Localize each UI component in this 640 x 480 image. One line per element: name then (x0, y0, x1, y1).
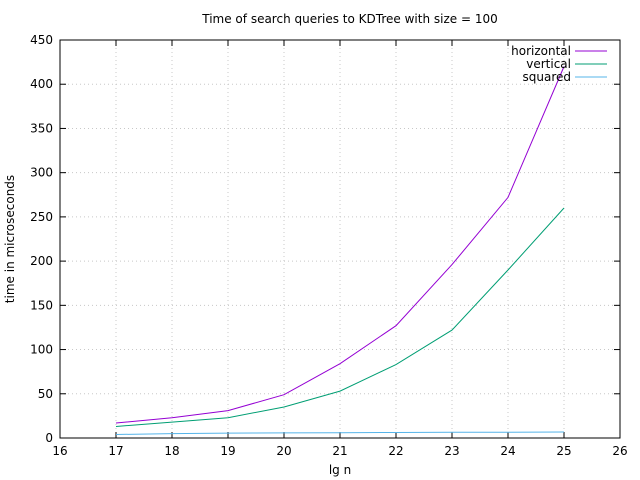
y-axis-title: time in microseconds (3, 175, 17, 303)
x-tick-label: 17 (108, 444, 123, 458)
series-lines (115, 66, 565, 435)
legend-label: horizontal (511, 44, 571, 58)
legend-label: squared (523, 70, 572, 84)
x-axis: 16 17 18 19 20 21 22 23 24 25 26 (52, 40, 628, 458)
series-line-vertical (115, 207, 565, 427)
y-tick-label: 150 (30, 298, 53, 312)
y-tick-label: 0 (45, 431, 53, 445)
x-tick-label: 24 (500, 444, 515, 458)
x-tick-label: 16 (52, 444, 67, 458)
chart-title: Time of search queries to KDTree with si… (201, 12, 497, 26)
y-tick-label: 200 (30, 254, 53, 268)
x-tick-label: 20 (276, 444, 291, 458)
x-tick-label: 22 (388, 444, 403, 458)
y-tick-label: 350 (30, 121, 53, 135)
y-tick-label: 400 (30, 77, 53, 91)
series-line-horizontal (115, 66, 565, 424)
x-tick-label: 19 (220, 444, 235, 458)
y-tick-label: 50 (38, 387, 53, 401)
series-line-squared (115, 431, 565, 435)
y-tick-label: 250 (30, 210, 53, 224)
legend-label: vertical (526, 57, 571, 71)
y-tick-label: 300 (30, 166, 53, 180)
grid-lines (60, 40, 620, 438)
x-tick-label: 25 (556, 444, 571, 458)
x-tick-label: 23 (444, 444, 459, 458)
y-tick-label: 100 (30, 343, 53, 357)
x-tick-label: 18 (164, 444, 179, 458)
x-axis-title: lg n (329, 463, 351, 477)
y-tick-label: 450 (30, 33, 53, 47)
y-axis: 0 50 100 150 200 250 300 350 400 450 (30, 33, 620, 445)
x-tick-label: 21 (332, 444, 347, 458)
x-tick-label: 26 (612, 444, 627, 458)
